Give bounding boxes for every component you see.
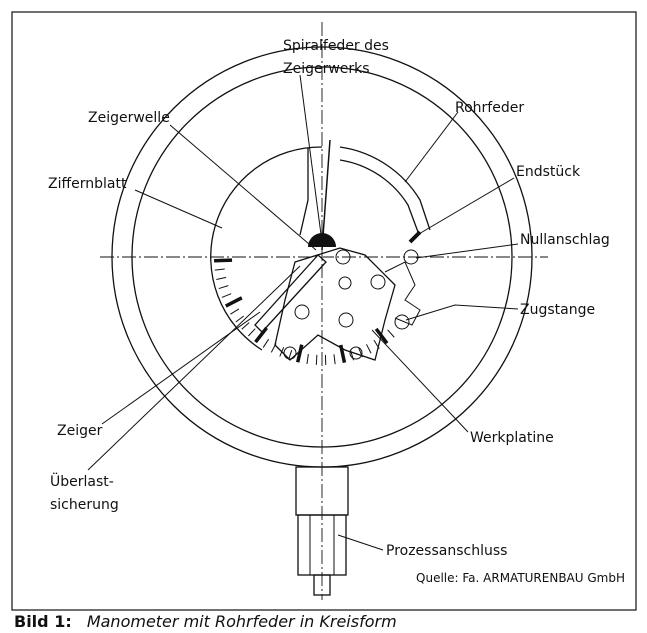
dial-tick xyxy=(350,350,355,361)
label-line: Prozessanschluss xyxy=(386,543,507,559)
label-overload: Überlast-sicherung xyxy=(50,472,119,513)
label-line: Rohrfeder xyxy=(455,100,524,116)
label-line: Werkplatine xyxy=(470,430,554,446)
label-spiral-spring: Spiralfeder des Zeigerwerks xyxy=(283,38,389,77)
screw xyxy=(338,276,352,290)
pointer xyxy=(321,139,331,251)
label-movement-plate: Werkplatine xyxy=(470,430,554,446)
leader xyxy=(415,243,519,259)
label-bourdon-tube: Rohrfeder xyxy=(455,100,524,116)
label-pointer: Zeiger xyxy=(57,423,103,439)
dial-tick-major xyxy=(224,296,243,308)
dial-tick xyxy=(235,315,245,323)
dial-tick-major xyxy=(374,327,389,345)
caption-label: Bild 1: xyxy=(14,612,72,631)
dial-tick xyxy=(214,268,225,271)
leader xyxy=(134,189,223,229)
end-piece xyxy=(408,230,422,244)
dial-tick xyxy=(216,276,227,280)
dial-tick xyxy=(387,329,395,338)
label-line: Ziffernblatt xyxy=(48,176,127,192)
caption-text: Manometer mit Rohrfeder in Kreisform xyxy=(87,612,397,631)
screw xyxy=(294,304,310,320)
pointer-arm xyxy=(254,254,327,333)
label-zero-stop: Nullanschlag xyxy=(520,232,610,248)
dial-tick xyxy=(241,322,250,330)
leader xyxy=(411,177,515,239)
thread xyxy=(313,574,331,596)
leader-lines xyxy=(87,74,519,551)
label-dial: Ziffernblatt xyxy=(48,176,127,192)
dial-tick xyxy=(247,328,256,337)
screw xyxy=(335,249,351,265)
dial-tick xyxy=(373,339,380,349)
dial-tick xyxy=(366,344,372,354)
screw xyxy=(403,249,419,265)
dial-tick xyxy=(333,354,336,365)
bourdon-tube-inner xyxy=(339,159,419,233)
dial-tick-major xyxy=(339,344,347,364)
screw xyxy=(370,274,386,290)
bourdon-tube xyxy=(339,146,431,231)
label-line: Spiralfeder des xyxy=(283,38,389,54)
dial-tick xyxy=(270,343,277,353)
label-end-piece: Endstück xyxy=(516,164,581,180)
dial-tick xyxy=(262,338,270,348)
label-process-connection: Prozessanschluss xyxy=(386,543,507,559)
label-link-rod: Zugstange xyxy=(520,302,595,318)
leader xyxy=(371,329,469,433)
screw xyxy=(394,314,410,330)
label-pointer-shaft: Zeigerwelle xyxy=(88,110,170,126)
screw xyxy=(349,346,363,360)
leader xyxy=(299,74,323,243)
case-inner xyxy=(131,66,513,448)
label-line: Endstück xyxy=(516,164,581,180)
leader xyxy=(169,124,317,251)
label-line: Zeiger xyxy=(57,423,103,439)
leader xyxy=(101,311,261,425)
screw xyxy=(283,346,297,360)
label-line: Zeigerwerks xyxy=(283,61,370,77)
dial-edge xyxy=(299,148,309,236)
dial-tick xyxy=(221,293,232,298)
dial-tick xyxy=(288,350,293,360)
frame xyxy=(11,11,637,611)
dial-tick xyxy=(218,285,229,290)
dial-tick-major xyxy=(296,344,304,363)
label-line: Überlast- xyxy=(50,472,114,490)
dial xyxy=(210,146,323,351)
caption: Bild 1: Manometer mit Rohrfeder in Kreis… xyxy=(14,612,397,631)
label-line: Nullanschlag xyxy=(520,232,610,248)
dial-tick xyxy=(279,347,285,357)
leader xyxy=(87,265,301,471)
label-line: Zeigerwelle xyxy=(88,110,170,126)
leader xyxy=(405,304,519,321)
dial-tick xyxy=(315,354,318,365)
leader xyxy=(337,534,384,551)
source-note: Quelle: Fa. ARMATURENBAU GmbH xyxy=(416,571,625,585)
leader xyxy=(404,111,459,183)
gauge-drawing xyxy=(100,22,548,600)
dial-tick-major xyxy=(214,258,233,263)
label-line: sicherung xyxy=(50,497,119,513)
dial-tick xyxy=(358,347,363,358)
label-line: Zugstange xyxy=(520,302,595,318)
screw xyxy=(338,312,354,328)
dial-tick xyxy=(306,353,309,365)
dial-tick-major xyxy=(254,326,268,344)
movement-plate xyxy=(274,247,396,361)
dial-tick xyxy=(230,308,240,315)
link-rod xyxy=(384,261,421,326)
